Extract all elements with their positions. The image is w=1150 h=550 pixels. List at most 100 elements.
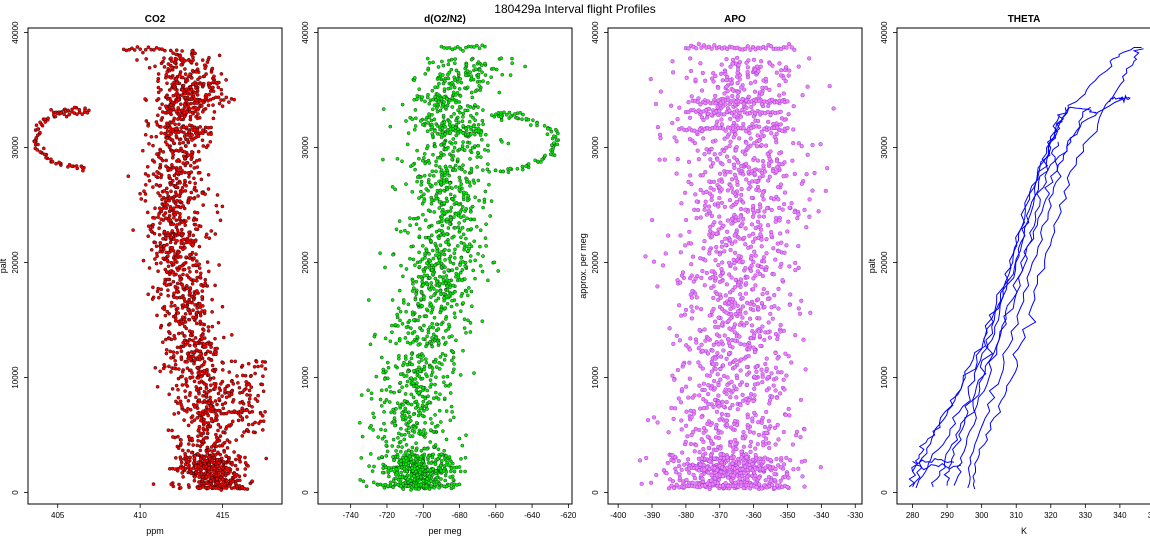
data-point bbox=[260, 428, 265, 432]
data-point bbox=[409, 356, 414, 361]
data-point bbox=[191, 308, 195, 313]
data-point bbox=[163, 279, 167, 284]
data-point bbox=[423, 256, 427, 260]
data-point bbox=[725, 134, 730, 139]
data-point bbox=[364, 484, 369, 489]
data-point bbox=[151, 285, 155, 290]
data-point bbox=[417, 196, 421, 200]
data-point bbox=[182, 91, 187, 96]
data-point bbox=[191, 461, 196, 466]
data-point bbox=[233, 457, 238, 462]
data-point bbox=[434, 365, 439, 369]
data-point bbox=[173, 201, 178, 206]
data-point bbox=[735, 94, 740, 99]
data-point bbox=[409, 244, 414, 249]
data-point bbox=[238, 459, 242, 464]
data-point bbox=[701, 447, 706, 452]
data-point bbox=[201, 131, 205, 135]
data-point bbox=[34, 123, 39, 127]
data-point bbox=[423, 235, 428, 240]
data-point bbox=[67, 162, 72, 167]
data-point bbox=[452, 362, 456, 366]
data-point bbox=[208, 424, 213, 428]
data-point bbox=[447, 278, 452, 283]
data-point bbox=[438, 420, 443, 424]
data-point bbox=[176, 106, 180, 110]
data-point bbox=[168, 218, 173, 222]
data-point bbox=[175, 81, 179, 86]
data-point bbox=[172, 84, 177, 89]
data-point bbox=[259, 364, 264, 368]
data-point bbox=[452, 145, 457, 150]
data-point bbox=[750, 214, 756, 219]
data-point bbox=[483, 44, 487, 49]
data-point bbox=[383, 265, 387, 270]
data-point bbox=[163, 313, 168, 318]
data-point bbox=[192, 91, 197, 95]
data-point bbox=[431, 396, 436, 401]
data-point bbox=[458, 373, 463, 377]
data-point bbox=[423, 357, 428, 362]
data-point bbox=[405, 477, 410, 482]
data-point bbox=[443, 258, 447, 262]
data-point bbox=[738, 277, 743, 282]
data-point bbox=[411, 257, 416, 262]
data-point bbox=[474, 43, 479, 48]
data-point bbox=[221, 442, 225, 446]
data-point bbox=[732, 172, 737, 177]
data-point bbox=[433, 276, 438, 281]
data-point bbox=[408, 418, 413, 423]
data-point bbox=[744, 281, 749, 286]
data-point bbox=[433, 390, 438, 395]
data-point bbox=[253, 397, 258, 401]
data-point bbox=[250, 404, 254, 409]
x-tick-label: -680 bbox=[452, 511, 469, 520]
data-point bbox=[724, 145, 729, 150]
data-point bbox=[469, 132, 473, 136]
data-point bbox=[403, 406, 408, 411]
data-point bbox=[417, 156, 421, 161]
data-point bbox=[472, 239, 477, 244]
data-point bbox=[463, 170, 467, 174]
data-point bbox=[230, 419, 235, 424]
data-point bbox=[735, 303, 740, 308]
data-point bbox=[417, 314, 422, 319]
data-point bbox=[680, 270, 686, 275]
data-point bbox=[794, 429, 800, 434]
data-point bbox=[430, 132, 435, 136]
data-point bbox=[156, 191, 160, 195]
data-point bbox=[726, 413, 731, 418]
data-point bbox=[420, 358, 424, 362]
data-point bbox=[193, 239, 197, 244]
data-point bbox=[204, 474, 208, 479]
data-point bbox=[433, 382, 437, 387]
panel-title: CO2 bbox=[145, 14, 166, 25]
data-point bbox=[210, 310, 214, 314]
data-point bbox=[439, 322, 444, 326]
data-point bbox=[187, 266, 191, 270]
data-point bbox=[734, 422, 740, 428]
data-point bbox=[400, 411, 404, 415]
data-point bbox=[413, 124, 418, 128]
data-point bbox=[359, 393, 364, 397]
data-point bbox=[442, 396, 447, 401]
data-point bbox=[176, 446, 181, 451]
data-point bbox=[459, 80, 464, 85]
data-point bbox=[426, 455, 430, 460]
data-point bbox=[167, 392, 171, 397]
data-point bbox=[406, 410, 411, 415]
data-point bbox=[165, 309, 170, 314]
data-point bbox=[176, 231, 181, 236]
data-point bbox=[714, 249, 719, 254]
data-point bbox=[753, 253, 758, 258]
data-point bbox=[209, 229, 214, 233]
data-point bbox=[466, 286, 471, 290]
data-point bbox=[422, 367, 426, 372]
data-point bbox=[171, 197, 176, 202]
data-point bbox=[190, 250, 195, 255]
data-point bbox=[178, 399, 183, 404]
data-point bbox=[217, 80, 221, 85]
data-point bbox=[425, 388, 430, 393]
data-point bbox=[186, 483, 191, 487]
data-point bbox=[169, 76, 174, 80]
